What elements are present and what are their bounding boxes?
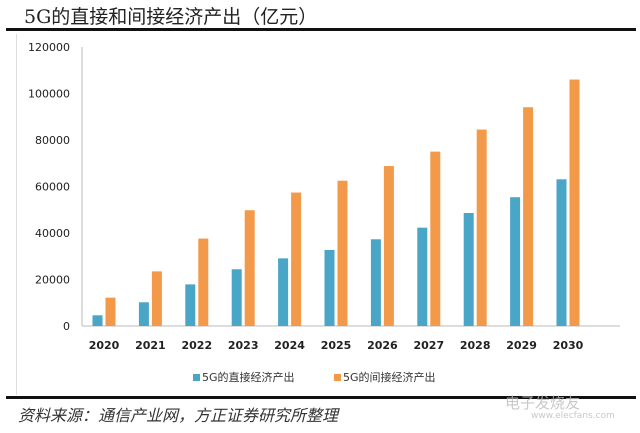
bar-direct-2022 (185, 284, 196, 326)
x-tick-label: 2024 (274, 339, 305, 352)
x-tick-label: 2021 (135, 339, 166, 352)
y-tick-label: 0 (63, 320, 70, 333)
source-note: 资料来源：通信产业网，方正证券研究所整理 (18, 406, 339, 425)
bar-indirect-2023 (244, 210, 255, 326)
bar-direct-2025 (324, 249, 335, 326)
x-tick-label: 2029 (506, 339, 537, 352)
bar-direct-2026 (370, 239, 381, 326)
bar-direct-2027 (417, 227, 428, 326)
top-rule (6, 28, 636, 31)
legend-swatch-1 (334, 374, 341, 381)
chart-frame (16, 34, 17, 395)
bar-indirect-2028 (476, 129, 487, 326)
bar-indirect-2027 (430, 151, 441, 326)
legend-label-1: 5G的间接经济产出 (343, 370, 436, 384)
bar-direct-2028 (463, 213, 474, 326)
x-tick-label: 2022 (181, 339, 212, 352)
bar-direct-2023 (231, 269, 242, 326)
legend-label-0: 5G的直接经济产出 (202, 370, 295, 384)
bar-indirect-2022 (198, 238, 209, 326)
bar-indirect-2030 (569, 79, 580, 326)
x-tick-label: 2023 (228, 339, 259, 352)
bar-indirect-2029 (523, 107, 534, 326)
x-tick-label: 2027 (413, 339, 444, 352)
bar-indirect-2021 (151, 271, 162, 326)
bar-indirect-2026 (383, 166, 394, 326)
x-tick-label: 2030 (553, 339, 584, 352)
y-tick-label: 100000 (28, 88, 70, 101)
y-tick-label: 60000 (35, 181, 70, 194)
bar-indirect-2020 (105, 297, 116, 326)
x-tick-label: 2025 (321, 339, 352, 352)
x-tick-label: 2026 (367, 339, 398, 352)
y-tick-label: 80000 (35, 134, 70, 147)
y-tick-label: 20000 (35, 274, 70, 287)
bar-direct-2021 (138, 302, 149, 326)
y-tick-label: 40000 (35, 227, 70, 240)
watermark-logo: 电子发烧友 www.elecfans.com (505, 394, 615, 421)
bar-direct-2030 (556, 179, 567, 326)
bottom-rule (6, 396, 636, 399)
y-tick-label: 120000 (28, 41, 70, 54)
x-tick-label: 2028 (460, 339, 491, 352)
bar-direct-2020 (92, 315, 103, 326)
bar-direct-2024 (278, 258, 289, 326)
legend-swatch-0 (193, 374, 200, 381)
bar-indirect-2025 (337, 180, 348, 326)
bar-direct-2029 (510, 197, 521, 326)
bar-indirect-2024 (291, 192, 302, 326)
page-title: 5G的直接和间接经济产出（亿元） (24, 6, 318, 28)
x-tick-label: 2020 (89, 339, 120, 352)
